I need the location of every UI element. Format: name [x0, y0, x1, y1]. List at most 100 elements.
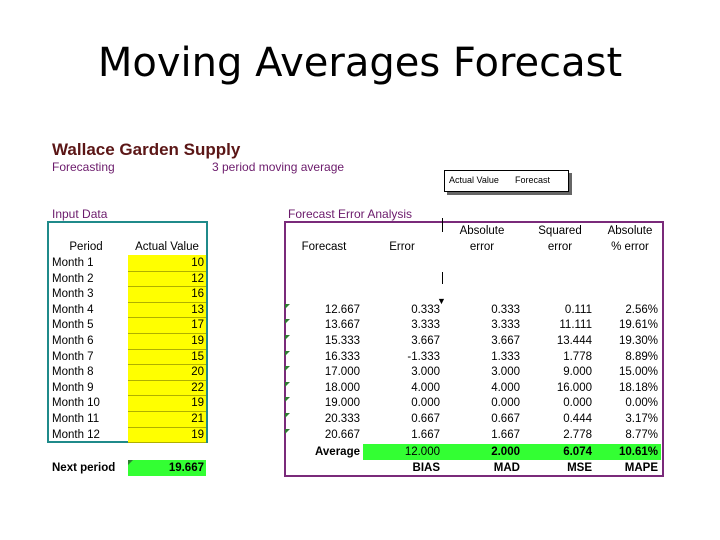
input-period-cell: Month 2 — [52, 272, 94, 285]
forecast-cell: 20.333 — [324, 413, 360, 425]
error-cell: 0.000 — [411, 397, 440, 410]
input-period-cell: Month 4 — [52, 303, 94, 316]
abs-pct-cell: 18.18% — [618, 381, 658, 394]
col-header-error: Error — [389, 241, 415, 253]
average-label: Average — [315, 446, 360, 458]
abs-error-cell: 1.667 — [491, 428, 520, 441]
error-cell: 3.667 — [411, 335, 440, 347]
forecast-cell: 19.000 — [324, 397, 360, 410]
input-data-frame — [47, 221, 208, 443]
abs-error-cell: 0.000 — [491, 397, 520, 410]
abs-pct-cell: 3.17% — [625, 413, 658, 425]
cell-gridline — [128, 442, 206, 444]
next-period-highlight — [128, 460, 206, 476]
abs-pct-cell: 15.00% — [618, 366, 658, 379]
input-actual-cell: 19 — [191, 428, 204, 441]
sq-error-cell: 0.444 — [563, 413, 592, 425]
cell-gridline — [128, 317, 206, 319]
input-period-cell: Month 12 — [52, 428, 100, 441]
col-header-sq-error-1: Squared — [538, 225, 582, 237]
input-data-title: Input Data — [52, 207, 108, 221]
cell-comment-marker — [285, 428, 290, 434]
cell-gridline — [128, 395, 206, 397]
abs-error-cell: 3.667 — [491, 335, 520, 347]
cell-gridline — [128, 364, 206, 366]
cell-comment-marker — [285, 335, 290, 340]
average-abs-error: 2.000 — [491, 446, 520, 458]
average-highlight — [363, 444, 661, 460]
chart-artifact-line — [442, 218, 443, 232]
input-actual-cell: 13 — [191, 303, 204, 316]
sq-error-cell: 11.111 — [559, 319, 592, 332]
method-label: 3 period moving average — [212, 160, 345, 174]
col-header-sq-error-2: error — [547, 241, 573, 253]
cell-gridline — [128, 286, 206, 288]
error-analysis-frame — [284, 221, 664, 477]
chart-legend: Actual Value Forecast — [444, 170, 569, 192]
cell-gridline — [128, 301, 206, 303]
abs-pct-cell: 0.00% — [625, 397, 658, 410]
cell-comment-marker — [285, 319, 290, 325]
cell-comment-marker — [285, 303, 290, 309]
next-period-label: Next period — [52, 462, 116, 474]
input-period-cell: Month 3 — [52, 288, 94, 301]
cell-gridline — [128, 379, 206, 381]
abs-error-cell: 0.667 — [491, 413, 520, 425]
sq-error-cell: 2.778 — [563, 428, 592, 441]
input-actual-cell: 22 — [191, 381, 204, 394]
mse-label: MSE — [567, 462, 592, 474]
error-cell: -1.333 — [407, 350, 440, 363]
cell-comment-marker — [285, 397, 290, 403]
input-actual-cell: 16 — [191, 288, 204, 301]
forecast-cell: 17.000 — [324, 366, 360, 379]
forecast-cell: 12.667 — [324, 303, 360, 316]
input-actual-cell: 17 — [191, 319, 204, 332]
col-header-abs-error-1: Absolute — [459, 225, 505, 237]
cell-gridline — [128, 426, 206, 428]
abs-error-cell: 3.333 — [491, 319, 520, 332]
average-abs-pct: 10.61% — [618, 446, 658, 458]
input-actual-cell: 12 — [191, 272, 204, 285]
forecast-cell: 16.333 — [324, 350, 360, 363]
cell-gridline — [128, 411, 206, 412]
cell-comment-marker — [285, 381, 290, 387]
sq-error-cell: 1.778 — [563, 350, 592, 363]
sq-error-cell: 0.000 — [563, 397, 592, 410]
error-cell: 0.667 — [411, 413, 440, 425]
forecast-cell: 13.667 — [324, 319, 360, 332]
legend-actual: Actual Value — [449, 175, 499, 185]
abs-pct-cell: 19.61% — [618, 319, 658, 332]
cell-gridline — [128, 348, 206, 350]
input-period-cell: Month 5 — [52, 319, 94, 332]
col-header-period: Period — [69, 241, 103, 253]
forecast-cell: 20.667 — [324, 428, 360, 441]
average-error: 12.000 — [404, 446, 440, 458]
input-actual-cell: 19 — [191, 397, 204, 410]
input-actual-cell: 10 — [191, 257, 204, 269]
cell-gridline — [128, 270, 206, 272]
forecast-cell: 15.333 — [324, 335, 360, 347]
arrow-down-icon: ▼ — [437, 296, 446, 306]
abs-pct-cell: 8.89% — [625, 350, 658, 363]
input-actual-cell: 19 — [191, 335, 204, 347]
abs-error-cell: 1.333 — [491, 350, 520, 363]
slide-title: Moving Averages Forecast — [97, 40, 623, 86]
sq-error-cell: 0.111 — [564, 303, 592, 316]
mad-label: MAD — [493, 462, 520, 474]
col-header-abs-error-2: error — [469, 241, 495, 253]
cell-comment-marker — [285, 413, 290, 418]
forecast-cell: 18.000 — [324, 381, 360, 394]
error-cell: 1.667 — [411, 428, 440, 441]
forecasting-label: Forecasting — [52, 160, 115, 174]
col-header-abs-pct-1: Absolute — [607, 225, 653, 237]
abs-pct-cell: 8.77% — [625, 428, 658, 441]
input-actual-cell: 21 — [191, 413, 204, 425]
sq-error-cell: 9.000 — [563, 366, 592, 379]
cell-comment-marker — [285, 350, 290, 356]
error-analysis-title: Forecast Error Analysis — [288, 207, 413, 221]
input-period-cell: Month 11 — [52, 413, 100, 425]
col-header-actual: Actual Value — [135, 241, 199, 253]
actual-values-highlight — [128, 255, 206, 442]
error-cell: 0.333 — [411, 303, 440, 316]
